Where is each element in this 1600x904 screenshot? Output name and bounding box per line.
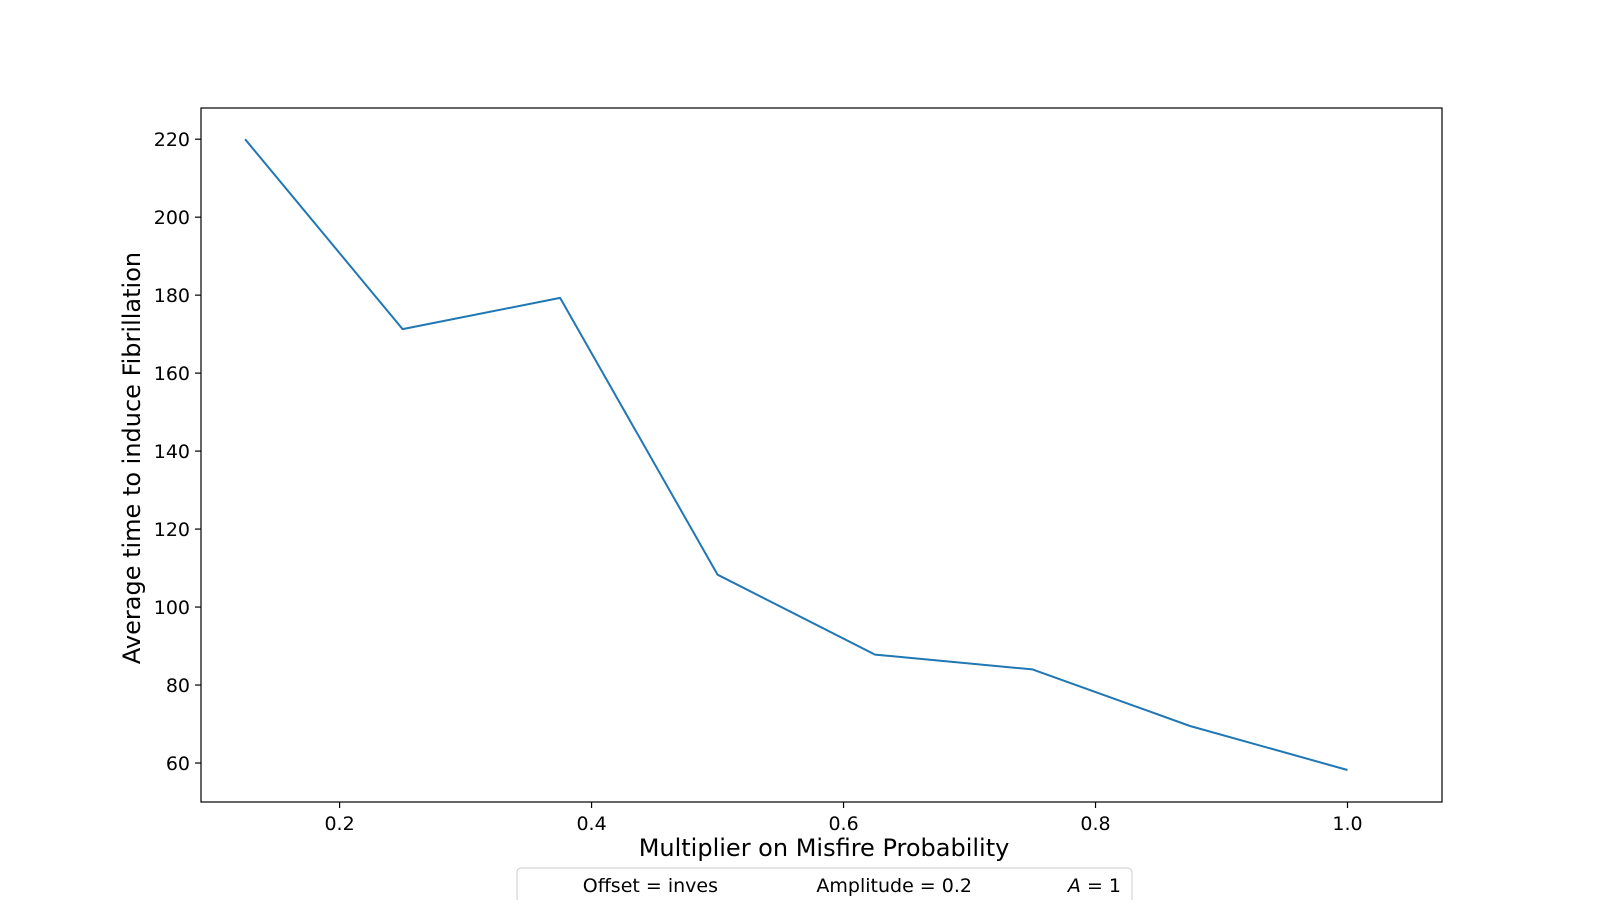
- x-axis: 0.2 0.4 0.6 0.8 1.0: [324, 802, 1362, 835]
- legend-entry-label: Offset = inves: [583, 875, 718, 897]
- y-tick-label: 140: [154, 441, 190, 463]
- legend-entry-label: Amplitude = 0.2: [816, 875, 972, 897]
- y-tick-label: 100: [154, 597, 190, 619]
- plot-frame: [201, 108, 1442, 802]
- legend-entry-symbol: A: [1066, 875, 1081, 897]
- series-line: [245, 139, 1347, 770]
- x-tick-label: 0.8: [1080, 813, 1110, 835]
- y-tick-label: 120: [154, 519, 190, 541]
- legend-entry: Offset = inves: [583, 875, 718, 897]
- y-tick-label: 80: [166, 675, 190, 697]
- legend-entry-label: = 1: [1081, 875, 1121, 897]
- x-tick-label: 0.4: [576, 813, 606, 835]
- y-tick-label: 160: [154, 363, 190, 385]
- y-tick-label: 60: [166, 753, 190, 775]
- legend: Offset = inves Amplitude = 0.2 A = 1: [517, 868, 1132, 900]
- y-axis: 60 80 100 120 140 160 180 200 220: [154, 129, 201, 775]
- y-tick-label: 220: [154, 129, 190, 151]
- y-tick-label: 180: [154, 285, 190, 307]
- y-tick-label: 200: [154, 207, 190, 229]
- x-tick-label: 0.6: [828, 813, 858, 835]
- x-tick-label: 0.2: [324, 813, 354, 835]
- x-tick-label: 1.0: [1332, 813, 1362, 835]
- legend-entry: Amplitude = 0.2: [816, 875, 972, 897]
- x-axis-title: Multiplier on Misfire Probability: [639, 834, 1010, 862]
- legend-entry: A = 1: [1066, 875, 1121, 897]
- plot-area: [201, 108, 1442, 802]
- y-axis-title: Average time to induce Fibrillation: [118, 252, 146, 664]
